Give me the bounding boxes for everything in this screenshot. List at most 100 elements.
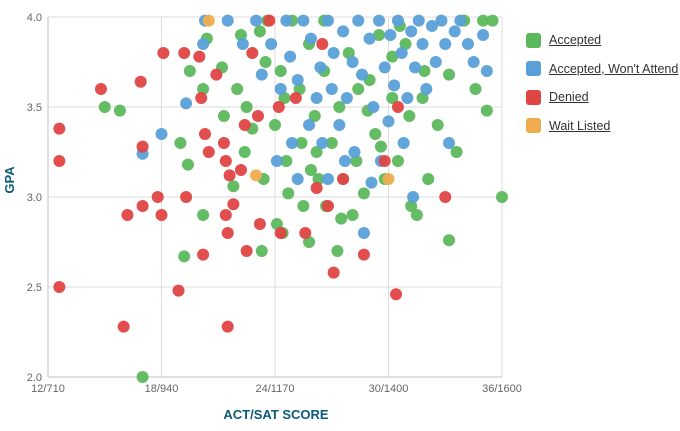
data-point-denied[interactable] (53, 155, 66, 167)
data-point-denied[interactable] (310, 182, 323, 194)
data-point-denied[interactable] (217, 137, 230, 149)
data-point-denied[interactable] (136, 140, 149, 153)
data-point-accepted[interactable] (197, 83, 210, 95)
data-point-accepted-won-t-attend[interactable] (348, 146, 361, 158)
data-point-accepted-won-t-attend[interactable] (407, 191, 420, 203)
data-point-denied[interactable] (337, 173, 350, 185)
data-point-accepted-won-t-attend[interactable] (395, 47, 408, 59)
data-point-accepted[interactable] (295, 137, 308, 149)
data-point-denied[interactable] (223, 169, 236, 182)
data-point-accepted[interactable] (303, 236, 316, 248)
legend-item-accepted-won-t-attend[interactable]: Accepted, Won't Attend (526, 59, 678, 79)
data-point-denied[interactable] (178, 47, 191, 59)
data-point-accepted-won-t-attend[interactable] (352, 14, 365, 27)
data-point-accepted-won-t-attend[interactable] (314, 61, 327, 74)
data-point-accepted[interactable] (312, 173, 325, 185)
legend-item-wait-listed[interactable]: Wait Listed (526, 116, 678, 136)
data-point-accepted[interactable] (403, 110, 416, 122)
data-point-denied[interactable] (94, 83, 107, 95)
data-point-accepted-won-t-attend[interactable] (367, 101, 380, 113)
data-point-denied[interactable] (172, 284, 185, 297)
data-point-accepted[interactable] (405, 200, 418, 212)
data-point-denied[interactable] (197, 248, 210, 261)
data-point-denied[interactable] (210, 68, 223, 81)
data-point-accepted[interactable] (342, 47, 355, 59)
data-point-denied[interactable] (136, 200, 149, 212)
data-point-accepted[interactable] (234, 29, 247, 41)
data-point-accepted[interactable] (178, 250, 191, 263)
data-point-denied[interactable] (321, 200, 334, 212)
data-point-accepted-won-t-attend[interactable] (416, 38, 429, 50)
data-point-accepted[interactable] (174, 137, 187, 149)
data-point-accepted[interactable] (352, 83, 365, 95)
data-point-accepted[interactable] (422, 173, 435, 185)
data-point-denied[interactable] (357, 248, 370, 261)
data-point-accepted[interactable] (197, 209, 210, 221)
data-point-accepted[interactable] (443, 68, 456, 81)
data-point-denied[interactable] (251, 110, 264, 122)
data-point-accepted-won-t-attend[interactable] (337, 25, 350, 38)
data-point-wait-listed[interactable] (382, 173, 395, 185)
data-point-denied[interactable] (221, 227, 234, 239)
data-point-accepted[interactable] (399, 38, 412, 50)
data-point-accepted-won-t-attend[interactable] (461, 38, 474, 50)
data-point-denied[interactable] (155, 209, 168, 221)
data-point-accepted-won-t-attend[interactable] (291, 74, 304, 86)
data-point-denied[interactable] (202, 146, 215, 158)
data-point-accepted-won-t-attend[interactable] (327, 47, 340, 59)
data-point-denied[interactable] (151, 191, 164, 203)
data-point-accepted-won-t-attend[interactable] (291, 173, 304, 185)
data-point-denied[interactable] (439, 191, 452, 203)
data-point-accepted[interactable] (486, 14, 499, 27)
data-point-accepted[interactable] (346, 209, 359, 221)
data-point-accepted-won-t-attend[interactable] (405, 25, 418, 38)
data-point-accepted[interactable] (325, 137, 338, 149)
data-point-accepted-won-t-attend[interactable] (180, 97, 193, 110)
data-point-accepted[interactable] (333, 101, 346, 113)
data-point-accepted[interactable] (477, 14, 490, 27)
data-point-denied[interactable] (378, 155, 391, 167)
data-point-accepted-won-t-attend[interactable] (480, 65, 493, 77)
data-point-accepted-won-t-attend[interactable] (310, 92, 323, 104)
data-point-accepted[interactable] (240, 101, 253, 113)
data-point-accepted[interactable] (269, 119, 281, 131)
data-point-accepted[interactable] (217, 110, 230, 122)
data-point-wait-listed[interactable] (250, 169, 263, 182)
data-point-denied[interactable] (193, 50, 206, 63)
data-point-accepted-won-t-attend[interactable] (448, 25, 461, 38)
data-point-accepted[interactable] (469, 83, 482, 95)
data-point-accepted-won-t-attend[interactable] (467, 56, 480, 68)
legend-item-accepted[interactable]: Accepted (526, 30, 678, 50)
data-point-accepted-won-t-attend[interactable] (255, 68, 268, 81)
data-point-accepted-won-t-attend[interactable] (373, 14, 386, 27)
data-point-accepted[interactable] (391, 155, 404, 167)
data-point-accepted[interactable] (183, 65, 196, 77)
data-point-accepted[interactable] (350, 155, 363, 167)
data-point-denied[interactable] (316, 38, 329, 50)
data-point-accepted-won-t-attend[interactable] (325, 83, 338, 95)
data-point-accepted-won-t-attend[interactable] (439, 38, 452, 50)
data-point-denied[interactable] (221, 320, 234, 333)
data-point-accepted-won-t-attend[interactable] (435, 14, 448, 27)
data-point-accepted-won-t-attend[interactable] (477, 29, 490, 41)
data-point-accepted[interactable] (238, 146, 251, 158)
data-point-accepted-won-t-attend[interactable] (397, 137, 410, 149)
data-point-accepted[interactable] (297, 200, 310, 212)
data-point-denied[interactable] (234, 164, 247, 176)
data-point-accepted-won-t-attend[interactable] (443, 137, 456, 149)
data-point-accepted-won-t-attend[interactable] (454, 14, 467, 27)
data-point-accepted-won-t-attend[interactable] (412, 14, 425, 27)
data-point-accepted-won-t-attend[interactable] (420, 83, 433, 95)
data-point-accepted-won-t-attend[interactable] (284, 50, 297, 63)
data-point-accepted[interactable] (136, 371, 149, 383)
data-point-accepted[interactable] (98, 101, 111, 113)
data-point-accepted[interactable] (431, 119, 444, 131)
data-point-accepted-won-t-attend[interactable] (340, 92, 353, 104)
data-point-accepted[interactable] (418, 65, 431, 77)
data-point-accepted-won-t-attend[interactable] (356, 68, 369, 81)
data-point-accepted[interactable] (113, 104, 126, 117)
data-point-accepted[interactable] (369, 128, 382, 140)
data-point-accepted-won-t-attend[interactable] (365, 176, 378, 189)
data-point-denied[interactable] (272, 101, 285, 113)
data-point-accepted-won-t-attend[interactable] (321, 173, 334, 185)
